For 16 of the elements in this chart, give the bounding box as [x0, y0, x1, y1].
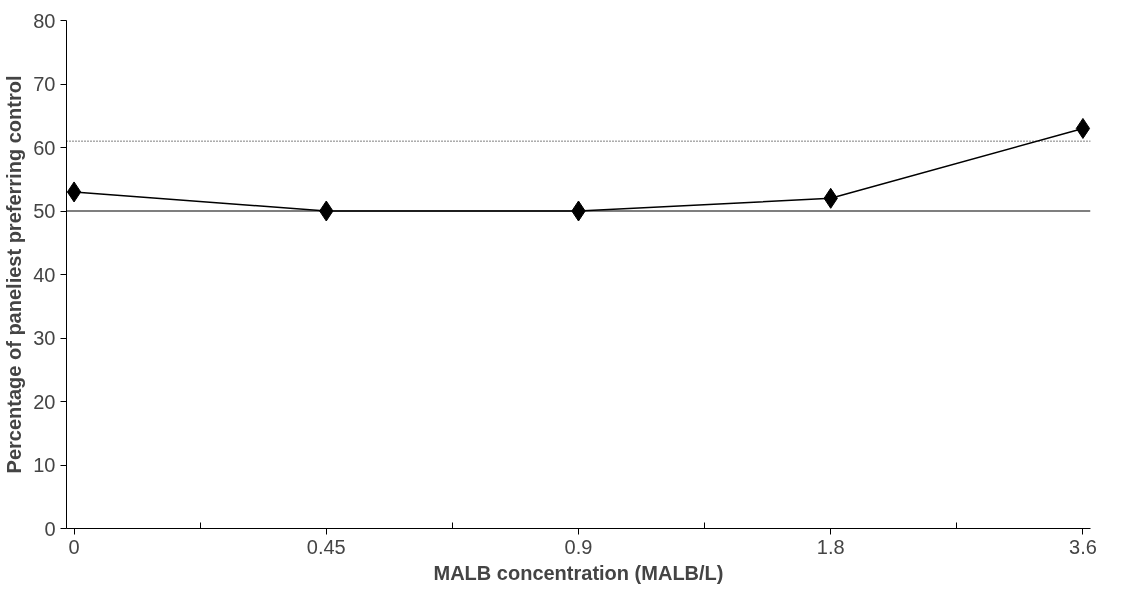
y-tick-label: 70: [33, 73, 56, 95]
y-tick-label: 80: [33, 9, 56, 32]
x-tick-label: 3.6: [1069, 535, 1097, 558]
y-tick-label: 40: [33, 263, 56, 286]
x-tick-label: 0.9: [564, 535, 593, 558]
x-tick-label: 0: [68, 535, 80, 558]
x-tick-label: 0.45: [306, 535, 346, 558]
y-axis-title: Percentage of paneliest preferring control: [3, 75, 26, 474]
y-tick-label: 60: [33, 136, 56, 159]
y-tick-label: 0: [44, 517, 56, 540]
y-tick-label: 30: [33, 327, 56, 349]
x-axis-title: MALB concentration (MALB/L): [433, 561, 724, 584]
y-tick-label: 10: [33, 454, 56, 476]
y-tick-label: 50: [33, 200, 56, 222]
y-tick-label: 20: [33, 390, 56, 413]
x-tick-label: 1.8: [816, 535, 845, 558]
